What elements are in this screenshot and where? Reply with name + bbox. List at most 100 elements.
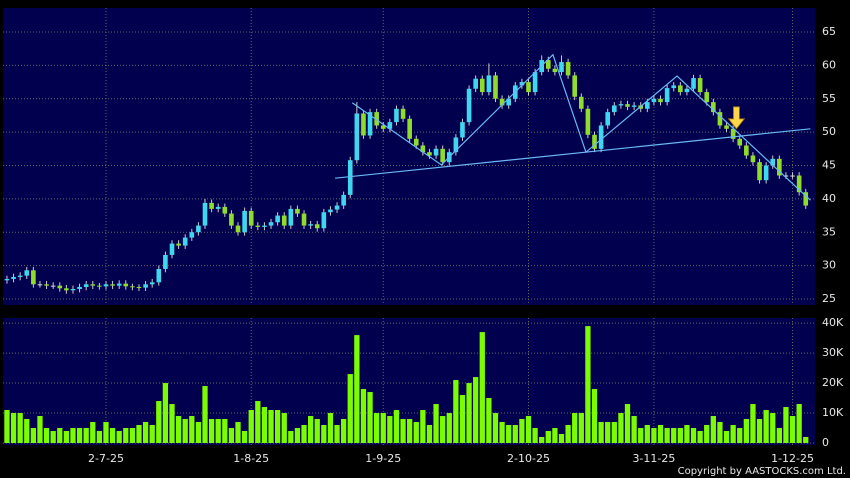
y-tick-label: 55: [822, 92, 836, 105]
volume-bar: [803, 437, 809, 443]
candle-body: [367, 112, 373, 136]
candle-body: [70, 288, 76, 291]
candle-body: [110, 284, 115, 286]
y-tick-label: 30: [822, 259, 836, 272]
volume-bar: [618, 413, 624, 443]
volume-bar: [664, 428, 670, 443]
candle-body: [724, 125, 729, 129]
volume-bar: [426, 425, 433, 443]
volume-bar: [367, 392, 373, 443]
volume-bar: [413, 422, 419, 443]
candle-body: [37, 284, 43, 286]
volume-bar: [776, 428, 782, 443]
volume-bar: [525, 416, 532, 443]
volume-bar: [142, 422, 149, 443]
candle-body: [420, 145, 426, 153]
candle-body: [744, 145, 749, 156]
copyright: Copyright by AASTOCKS.com Ltd.: [678, 466, 846, 477]
volume-bar: [717, 422, 723, 443]
volume-bar: [697, 431, 703, 443]
candle-body: [123, 283, 129, 287]
candle-body: [182, 237, 188, 246]
volume-bar: [486, 398, 492, 443]
candle-body: [493, 75, 498, 99]
candle-body: [347, 160, 353, 195]
volume-bar: [552, 428, 558, 443]
candle-body: [691, 78, 696, 89]
candle-body: [658, 98, 663, 103]
candle-body: [328, 209, 333, 213]
trend-line: [351, 53, 811, 201]
candle-body: [354, 113, 360, 161]
candle-body: [790, 175, 795, 177]
volume-bar: [90, 422, 96, 443]
candle-body: [433, 148, 439, 156]
volume-bar: [572, 413, 578, 443]
volume-bar: [770, 413, 776, 443]
candle-body: [506, 98, 511, 106]
volume-bar: [136, 425, 142, 443]
candle-body: [196, 225, 201, 233]
price-panel: [3, 8, 815, 305]
volume-bar: [215, 419, 221, 443]
x-tick-label: 1-12-25: [771, 452, 814, 465]
candle-body: [235, 225, 241, 233]
candle-body: [466, 88, 472, 123]
candle-body: [222, 206, 228, 214]
candle-body: [598, 125, 604, 149]
y-tick-label: 65: [822, 25, 836, 38]
volume-bar: [149, 425, 155, 443]
volume-bar: [109, 428, 116, 443]
candle-body: [341, 194, 346, 206]
volume-bar: [241, 431, 248, 443]
candle-body: [532, 72, 538, 93]
volume-bar: [624, 404, 631, 443]
candle-body: [453, 137, 459, 153]
volume-bar: [651, 428, 657, 443]
volume-bar: [545, 431, 551, 443]
volume-bar: [796, 404, 802, 443]
volume-bar: [657, 425, 664, 443]
candle-body: [565, 62, 571, 76]
candle-body: [572, 75, 578, 97]
candle-body: [757, 162, 762, 181]
volume-bar: [723, 431, 730, 443]
volume-bar: [268, 410, 274, 443]
candle-body: [275, 215, 280, 223]
candle-body: [407, 118, 412, 139]
x-tick-label: 1-8-25: [233, 452, 269, 465]
x-tick-label: 2-10-25: [507, 452, 550, 465]
volume-bar: [598, 422, 604, 443]
volume-bar: [195, 422, 202, 443]
volume-bar: [380, 413, 386, 443]
candle-body: [460, 122, 465, 138]
volume-bar: [301, 425, 307, 443]
x-tick-label: 1-9-25: [365, 452, 401, 465]
candle-body: [499, 98, 505, 106]
volume-bar: [123, 428, 129, 443]
candle-body: [519, 82, 525, 86]
candle-body: [301, 213, 307, 226]
candle-body: [737, 138, 743, 146]
volume-bar: [334, 425, 340, 443]
candle-body: [163, 254, 168, 269]
volume-bar: [473, 377, 479, 443]
volume-bar: [479, 332, 485, 443]
candle-body: [717, 112, 723, 126]
volume-bar: [506, 425, 512, 443]
y-tick-label: 50: [822, 125, 836, 138]
volume-bar: [4, 410, 10, 443]
volume-bar: [281, 413, 287, 443]
candle-body: [387, 122, 393, 129]
candle-body: [64, 288, 69, 291]
arrow-marker: [727, 106, 746, 130]
volume-bar: [57, 428, 63, 443]
volume-bar: [466, 383, 472, 443]
candle-body: [592, 134, 597, 149]
volume-bar: [407, 419, 413, 443]
trend-line: [334, 128, 811, 179]
candle-body: [678, 85, 683, 93]
candle-body: [486, 75, 492, 93]
candle-body: [11, 276, 16, 279]
